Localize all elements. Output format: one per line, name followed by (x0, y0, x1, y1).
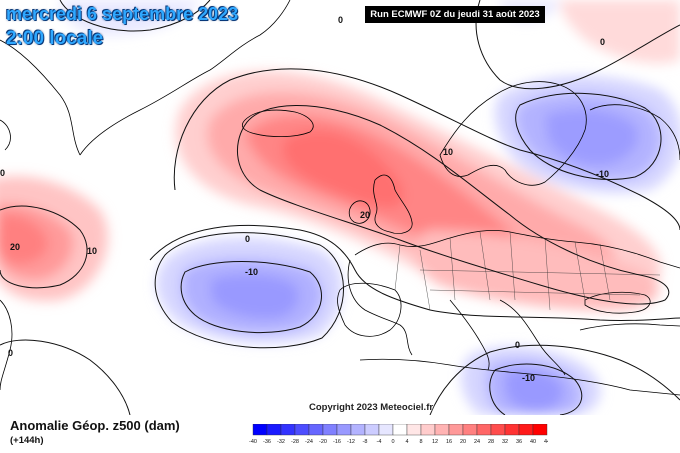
legend-tick-label: 40 (530, 439, 536, 445)
legend-tick-label: 0 (391, 439, 394, 445)
variable-label: Anomalie Géop. z500 (dam) (10, 418, 180, 433)
contour-label: 0 (245, 234, 250, 244)
legend-tick-label: -16 (333, 439, 341, 445)
coastlines (0, 0, 680, 396)
anomaly-map: 0 0 0 0 10 20 20 10 -10 -10 -10 0 0 (0, 0, 680, 415)
contour-label: 0 (338, 15, 343, 25)
legend-swatch (504, 424, 520, 436)
country-borders (394, 231, 661, 311)
contour-label: 10 (443, 147, 453, 157)
legend-tick-label: 16 (446, 439, 452, 445)
legend-swatch (266, 424, 282, 436)
legend-swatch (322, 424, 338, 436)
lead-time-label: (+144h) (10, 435, 44, 446)
legend-tick-label: 4 (405, 439, 408, 445)
contour-label: 20 (360, 210, 370, 220)
legend-tick-label: -28 (291, 439, 299, 445)
legend-swatch (434, 424, 450, 436)
contour-label: 0 (515, 340, 520, 350)
legend-swatch (518, 424, 534, 436)
contour-labels: 0 0 0 0 10 20 20 10 -10 -10 -10 0 0 (0, 15, 609, 383)
color-legend: -40 -36 -32 -28 -24 -20 -16 -12 -8 -4 0 4 8 12 16 20 24 2… (249, 424, 548, 445)
copyright-text: Copyright 2023 Meteociel.fr (309, 402, 434, 413)
legend-tick-label: -32 (277, 439, 285, 445)
legend-tick-label: 36 (516, 439, 522, 445)
legend-tick-label: -4 (377, 439, 382, 445)
contour-label: 0 (600, 37, 605, 47)
legend-swatch (336, 424, 352, 436)
legend-tick-label: -40 (249, 439, 257, 445)
legend-swatch (420, 424, 436, 436)
legend-tick-label: -20 (319, 439, 327, 445)
contour-label: 10 (87, 246, 97, 256)
legend-swatch (532, 424, 548, 436)
legend-swatch (392, 424, 408, 436)
forecast-date-title: mercredi 6 septembre 2023 (6, 4, 239, 24)
contour-label: 20 (10, 242, 20, 252)
run-info-box: Run ECMWF 0Z du jeudi 31 août 2023 (365, 6, 545, 23)
legend-tick-label: -24 (305, 439, 313, 445)
legend-tick-label: -8 (363, 439, 368, 445)
contour-label: -10 (522, 373, 535, 383)
legend-tick-label: -12 (347, 439, 355, 445)
contours (0, 0, 680, 415)
legend-tick-label: -36 (263, 439, 271, 445)
contour-label: 0 (8, 348, 13, 358)
legend-swatch (462, 424, 478, 436)
legend-tick-label: 12 (432, 439, 438, 445)
forecast-time-title: 2:00 locale (6, 28, 104, 49)
legend-swatch (476, 424, 492, 436)
legend-tick-label: 20 (460, 439, 466, 445)
contour-label: -10 (245, 267, 258, 277)
legend-swatch (350, 424, 366, 436)
legend-swatch (378, 424, 394, 436)
legend-tick-label: 24 (474, 439, 480, 445)
legend-tick-label: 8 (419, 439, 422, 445)
legend-tick-label: 28 (488, 439, 494, 445)
legend-swatch (308, 424, 324, 436)
anomaly-shading (0, 0, 680, 415)
contour-label: -10 (596, 169, 609, 179)
legend-swatch (490, 424, 506, 436)
legend-swatch (252, 424, 268, 436)
legend-swatch (294, 424, 310, 436)
legend-swatch (280, 424, 296, 436)
legend-swatch (406, 424, 422, 436)
legend-tick-label: 44 (544, 439, 548, 445)
legend-swatch (448, 424, 464, 436)
legend-tick-label: 32 (502, 439, 508, 445)
legend-swatch (364, 424, 380, 436)
contour-label: 0 (0, 168, 5, 178)
